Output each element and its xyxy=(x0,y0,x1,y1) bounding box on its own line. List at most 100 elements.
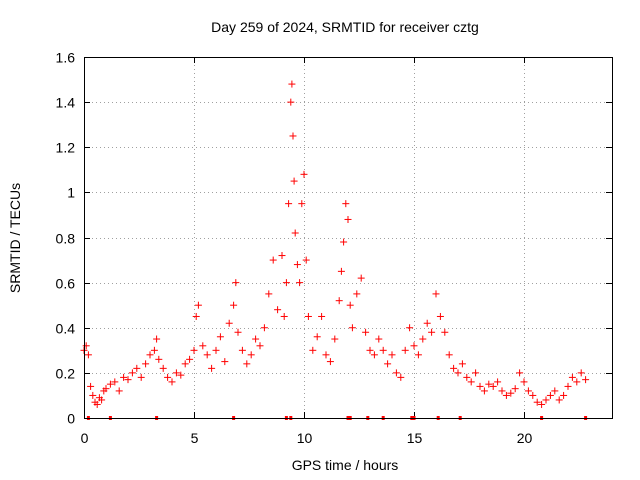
data-point xyxy=(370,351,378,359)
data-point xyxy=(476,382,484,390)
data-point xyxy=(190,346,198,354)
data-point xyxy=(155,355,163,363)
grid xyxy=(84,57,612,418)
data-point xyxy=(472,369,480,377)
data-point xyxy=(288,80,296,88)
data-point xyxy=(340,238,348,246)
data-point xyxy=(542,396,550,404)
data-point xyxy=(551,387,559,395)
x-tick-label: 0 xyxy=(81,430,89,446)
data-point xyxy=(318,312,326,320)
data-point xyxy=(507,389,515,397)
data-point xyxy=(423,319,431,327)
data-point xyxy=(221,358,229,366)
y-tick-label: 0.8 xyxy=(56,231,76,247)
data-point xyxy=(344,215,352,223)
plot-frame xyxy=(84,57,613,419)
data-point xyxy=(98,396,106,404)
y-tick-label: 0 xyxy=(67,411,75,427)
data-point xyxy=(582,376,590,384)
data-point xyxy=(146,351,154,359)
data-point xyxy=(234,328,242,336)
data-point xyxy=(441,328,449,336)
data-point xyxy=(287,98,295,106)
y-axis-label: SRMTID / TECUs xyxy=(7,183,23,293)
data-point xyxy=(203,351,211,359)
data-point xyxy=(302,256,310,264)
data-point xyxy=(159,364,167,372)
data-point xyxy=(289,132,297,140)
data-point xyxy=(260,324,268,332)
y-tick-label: 1.6 xyxy=(56,50,76,66)
data-point xyxy=(362,328,370,336)
data-point xyxy=(428,328,436,336)
data-point xyxy=(142,360,150,368)
data-point xyxy=(208,364,216,372)
data-point xyxy=(401,346,409,354)
data-point xyxy=(326,358,334,366)
data-point xyxy=(82,342,90,350)
data-point xyxy=(419,335,427,343)
data-point xyxy=(485,380,493,388)
data-point xyxy=(186,355,194,363)
data-point xyxy=(546,391,554,399)
data-point xyxy=(520,378,528,386)
data-point xyxy=(216,333,224,341)
data-point xyxy=(375,335,383,343)
data-point xyxy=(357,274,365,282)
data-point xyxy=(494,378,502,386)
data-point xyxy=(243,360,251,368)
data-point xyxy=(269,256,277,264)
data-point xyxy=(445,351,453,359)
data-point xyxy=(388,351,396,359)
data-point xyxy=(225,319,233,327)
data-point xyxy=(353,290,361,298)
data-point xyxy=(199,342,207,350)
data-point xyxy=(467,378,475,386)
x-tick-label: 10 xyxy=(297,430,313,446)
data-point xyxy=(300,170,308,178)
data-point xyxy=(282,279,290,287)
data-point xyxy=(252,335,260,343)
data-point xyxy=(533,398,541,406)
data-point xyxy=(278,252,286,260)
data-point xyxy=(177,371,185,379)
data-point xyxy=(296,279,304,287)
data-point xyxy=(274,306,282,314)
data-point xyxy=(124,376,132,384)
data-point xyxy=(406,324,414,332)
data-point xyxy=(309,346,317,354)
data-point xyxy=(181,360,189,368)
data-point xyxy=(342,200,350,208)
data-point xyxy=(322,351,330,359)
data-point xyxy=(337,267,345,275)
data-point xyxy=(432,290,440,298)
data-point xyxy=(194,301,202,309)
data-point xyxy=(335,297,343,305)
x-tick-label: 15 xyxy=(407,430,423,446)
data-point xyxy=(560,391,568,399)
data-point xyxy=(291,229,299,237)
data-point xyxy=(577,369,585,377)
data-point xyxy=(212,346,220,354)
data-point xyxy=(366,346,374,354)
data-point xyxy=(313,333,321,341)
data-point xyxy=(384,360,392,368)
data-point xyxy=(102,385,110,393)
data-point xyxy=(172,369,180,377)
y-tick-label: 0.2 xyxy=(56,366,76,382)
data-point xyxy=(568,373,576,381)
data-point xyxy=(238,346,246,354)
data-point xyxy=(164,373,172,381)
data-point xyxy=(230,301,238,309)
y-tick-label: 1.4 xyxy=(56,95,76,111)
data-point xyxy=(133,364,141,372)
data-point xyxy=(153,335,161,343)
data-point xyxy=(450,364,458,372)
data-point xyxy=(538,400,546,408)
y-tick-label: 1 xyxy=(67,185,75,201)
data-point xyxy=(346,301,354,309)
y-tick-label: 0.4 xyxy=(56,321,76,337)
